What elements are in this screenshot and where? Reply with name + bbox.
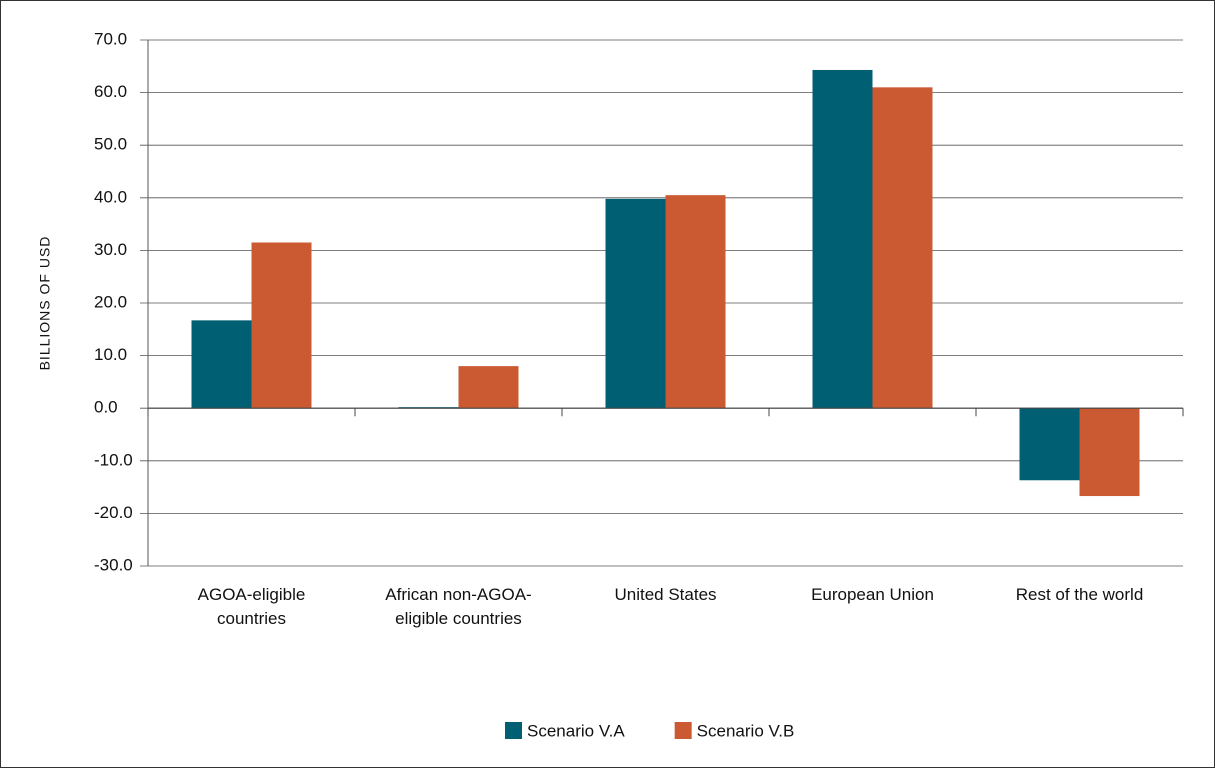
legend-label: Scenario V.A [527, 721, 625, 740]
x-tick-label: African non-AGOA-eligible countries [385, 585, 532, 628]
bar [458, 366, 519, 409]
y-tick-label: 50.0 [94, 135, 127, 154]
y-tick-label: 0.0 [94, 398, 118, 417]
y-tick-label: 30.0 [94, 240, 127, 259]
x-tick-label: Rest of the world [1015, 585, 1144, 604]
bar [1019, 408, 1080, 481]
bar [605, 198, 666, 409]
y-tick-label: -10.0 [94, 450, 133, 469]
bar [665, 195, 726, 409]
bar [812, 69, 873, 409]
y-axis-label: BILLIONS OF USD [37, 236, 53, 371]
y-tick-label: -30.0 [94, 555, 133, 574]
bar [191, 320, 252, 409]
y-tick-label: 40.0 [94, 187, 127, 206]
y-tick-label: 10.0 [94, 345, 127, 364]
legend-swatch [505, 722, 522, 739]
y-tick-label: 20.0 [94, 292, 127, 311]
legend-label: Scenario V.B [697, 721, 795, 740]
bar [872, 87, 933, 409]
y-tick-label: -20.0 [94, 503, 133, 522]
y-tick-label: 70.0 [94, 29, 127, 48]
bar [1079, 408, 1140, 497]
x-tick-label: AGOA-eligible countries [197, 585, 306, 628]
x-tick-label: European Union [811, 585, 934, 604]
y-tick-label: 60.0 [94, 82, 127, 101]
x-tick-label: United States [614, 585, 717, 604]
bar [251, 242, 312, 409]
legend-swatch [674, 722, 692, 739]
